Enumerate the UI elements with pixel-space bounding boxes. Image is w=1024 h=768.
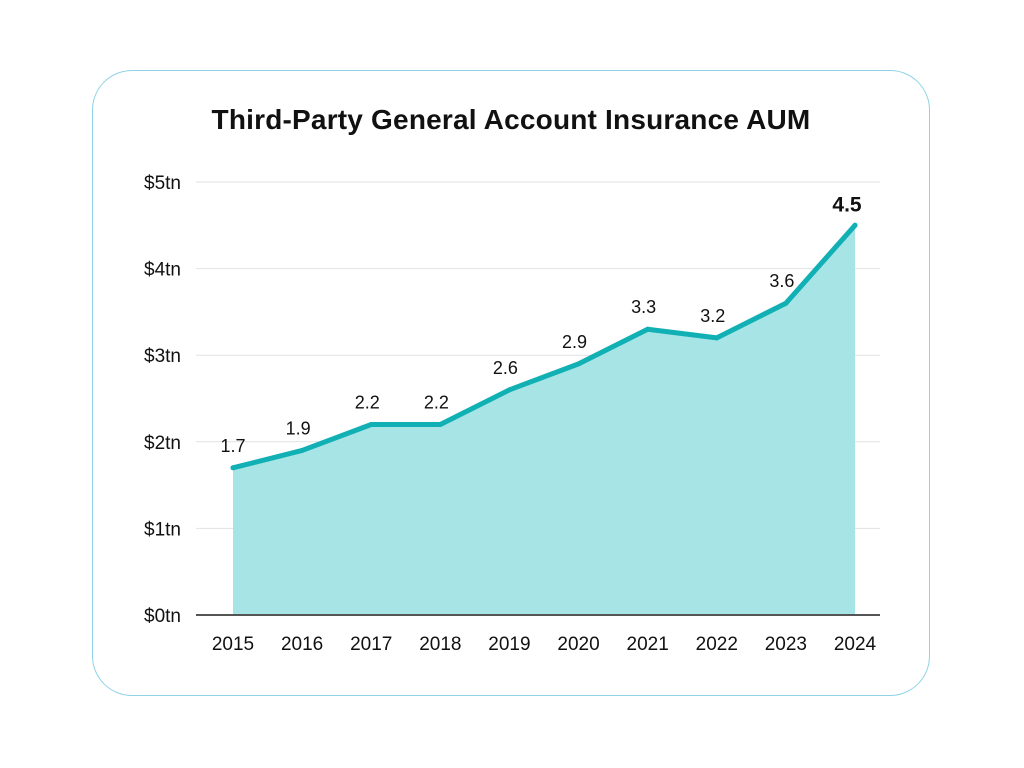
data-label: 2.2 <box>355 392 380 412</box>
data-point <box>437 421 443 427</box>
x-tick-label: 2022 <box>696 634 738 655</box>
data-point <box>783 300 789 306</box>
x-tick-label: 2020 <box>557 634 599 655</box>
data-label: 1.9 <box>286 418 311 438</box>
data-label: 4.5 <box>832 193 862 216</box>
y-tick-label: $0tn <box>144 606 181 627</box>
x-tick-label: 2016 <box>281 634 323 655</box>
data-point <box>576 361 582 367</box>
x-tick-label: 2019 <box>488 634 530 655</box>
x-tick-label: 2024 <box>834 634 877 655</box>
data-label: 1.7 <box>220 436 245 456</box>
data-label: 3.6 <box>769 271 794 291</box>
y-tick-label: $1tn <box>144 519 181 540</box>
data-label: 3.3 <box>631 297 656 317</box>
y-tick-label: $5tn <box>144 173 181 194</box>
x-tick-label: 2023 <box>765 634 807 655</box>
data-label: 2.9 <box>562 332 587 352</box>
area-fill-layer <box>233 225 855 616</box>
data-labels: 1.7 1.9 2.2 2.2 2.6 2.9 3.3 3.2 3.6 4.5 <box>220 193 861 455</box>
x-tick-label: 2021 <box>627 634 669 655</box>
y-tick-label: $3tn <box>144 346 181 367</box>
x-tick-label: 2018 <box>419 634 461 655</box>
area-fill <box>233 225 855 616</box>
data-point <box>299 447 305 453</box>
data-point <box>506 387 512 393</box>
data-point <box>230 465 236 471</box>
series-line-layer <box>230 222 858 471</box>
data-point <box>645 326 651 332</box>
x-axis-tick-labels: 2015 2016 2017 2018 2019 2020 2021 2022 2023 2024 <box>212 634 877 655</box>
x-tick-label: 2015 <box>212 634 254 655</box>
y-axis-tick-labels: $0tn $1tn $2tn $3tn $4tn $5tn <box>144 173 181 627</box>
data-label: 2.6 <box>493 358 518 378</box>
data-point <box>714 335 720 341</box>
y-tick-label: $2tn <box>144 433 181 454</box>
data-point <box>368 421 374 427</box>
data-label: 3.2 <box>700 306 725 326</box>
data-label: 2.2 <box>424 392 449 412</box>
x-tick-label: 2017 <box>350 634 392 655</box>
y-tick-label: $4tn <box>144 260 181 281</box>
series-line <box>230 222 858 471</box>
chart-title: Third-Party General Account Insurance AU… <box>211 104 811 135</box>
data-point <box>852 222 858 228</box>
